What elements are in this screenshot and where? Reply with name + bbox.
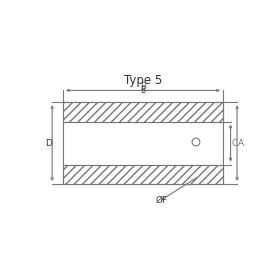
Text: D: D: [45, 139, 52, 148]
Text: C: C: [231, 139, 238, 148]
Bar: [63, 102, 223, 122]
Text: A: A: [238, 139, 244, 148]
Bar: [63, 165, 223, 184]
Text: B: B: [140, 86, 146, 95]
Text: ØF: ØF: [156, 196, 168, 205]
Bar: [63, 102, 223, 184]
Text: Type 5: Type 5: [124, 74, 162, 87]
Text: B: B: [140, 82, 146, 91]
